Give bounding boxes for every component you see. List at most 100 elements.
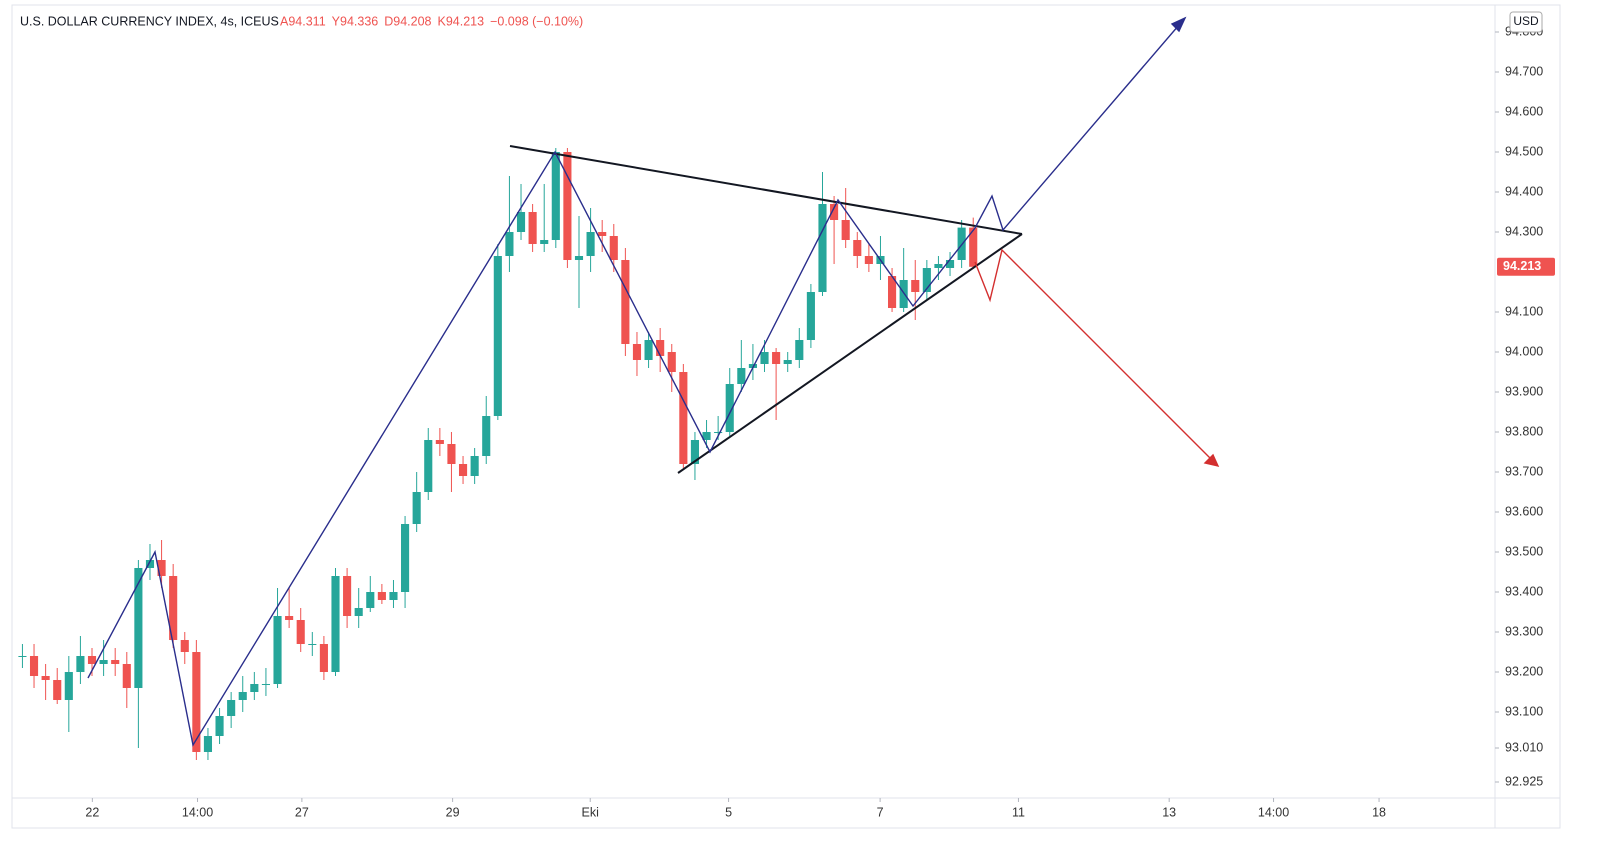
y-tick-label: 93.300 [1505, 624, 1543, 638]
candle-body [714, 432, 723, 433]
x-tick-label: 14:00 [182, 805, 213, 819]
candle-body [273, 616, 282, 684]
candle-body [296, 620, 305, 644]
candle-body [621, 260, 630, 344]
candle-body [285, 616, 294, 620]
candle-body [41, 676, 50, 680]
candle-body [366, 592, 375, 608]
candle-body [760, 352, 769, 364]
candle-body [470, 456, 479, 476]
candle-body [702, 432, 711, 440]
candle-body [888, 276, 897, 308]
candle-body [667, 352, 676, 372]
candle-body [725, 384, 734, 432]
candle-body [911, 280, 920, 292]
candle-body [934, 264, 943, 268]
candle-body [841, 220, 850, 240]
candle-body [447, 444, 456, 464]
candle-body [18, 656, 27, 657]
chart-title: U.S. DOLLAR CURRENCY INDEX, 4s, ICEUS [20, 14, 279, 28]
candle-body [574, 256, 584, 260]
y-tick-label: 93.700 [1505, 464, 1543, 478]
bearish-path [974, 248, 1219, 467]
candle-body [818, 204, 827, 292]
candle-body [690, 440, 700, 464]
candle-body [632, 344, 642, 360]
candle-body [609, 236, 618, 260]
candle-body [227, 700, 236, 716]
candle-body [656, 340, 665, 356]
candle-body [354, 608, 363, 616]
candle-body [540, 240, 549, 244]
x-tick-label: 7 [877, 805, 884, 819]
last-price-box [1497, 257, 1555, 276]
candle-body [157, 560, 166, 576]
candle-body [389, 592, 398, 600]
candle-body [180, 640, 189, 652]
candle-body [783, 360, 792, 364]
y-tick-label: 93.010 [1505, 740, 1543, 754]
candle-body [424, 440, 433, 492]
y-tick-label: 94.300 [1505, 224, 1543, 238]
y-tick-label: 93.100 [1505, 704, 1543, 718]
x-tick-label: 22 [85, 805, 99, 819]
candle-body [945, 260, 955, 268]
y-tick-label: 93.600 [1505, 504, 1543, 518]
y-tick-label: 94.600 [1505, 104, 1543, 118]
legend-value: D94.208 [384, 14, 431, 28]
y-tick-label: 94.500 [1505, 144, 1543, 158]
candle-body [53, 680, 62, 700]
support-line [677, 233, 1023, 474]
candle-body [377, 592, 386, 600]
candle-body [145, 560, 155, 568]
candle-body [111, 660, 120, 664]
candle-body [516, 212, 526, 232]
candle-body [772, 352, 781, 364]
frame [11, 4, 1561, 829]
candle-body [308, 644, 317, 645]
candle-body [737, 368, 746, 384]
x-tick-label: 13 [1162, 805, 1176, 819]
candle-body [435, 440, 444, 444]
candle-body [586, 232, 595, 256]
x-tick-label: 11 [1012, 805, 1025, 819]
x-tick-label: 18 [1372, 805, 1386, 819]
drawings [87, 16, 1220, 747]
y-tick-label: 94.100 [1505, 304, 1543, 318]
candle-body [853, 240, 862, 256]
y-tick-label: 93.900 [1505, 384, 1543, 398]
candle-body [412, 492, 421, 524]
x-tick-label: 5 [725, 805, 732, 819]
y-tick-label: 94.400 [1505, 184, 1543, 198]
candle-body [134, 568, 143, 688]
candle-body [551, 152, 560, 240]
y-tick-label: 93.500 [1505, 544, 1543, 558]
last-price-label: 94.213 [1503, 259, 1541, 273]
y-tick-label: 93.800 [1505, 424, 1543, 438]
legend-value: −0.098 (−0.10%) [490, 14, 583, 28]
candle-body [331, 576, 340, 672]
candle-body [192, 652, 201, 752]
y-tick-label: 94.700 [1505, 64, 1543, 78]
x-tick-label: Eki [582, 805, 599, 819]
candle-body [864, 256, 873, 264]
candle-body [343, 576, 352, 616]
candle-body [679, 372, 688, 464]
candle-body [122, 664, 131, 688]
candle-body [830, 204, 839, 220]
resistance-line [509, 145, 1023, 235]
candle-body [922, 268, 931, 292]
x-tick-label: 29 [446, 805, 460, 819]
y-tick-label: 92.925 [1505, 774, 1543, 788]
candle-body [29, 656, 39, 676]
candle-body [563, 152, 572, 260]
legend-value: K94.213 [438, 14, 485, 28]
bearish-arrow [1203, 453, 1220, 468]
candle-body [250, 684, 259, 692]
y-tick-label: 93.200 [1505, 664, 1543, 678]
candle-body [493, 256, 502, 416]
candle-body [644, 340, 653, 360]
candle-body [203, 736, 213, 752]
